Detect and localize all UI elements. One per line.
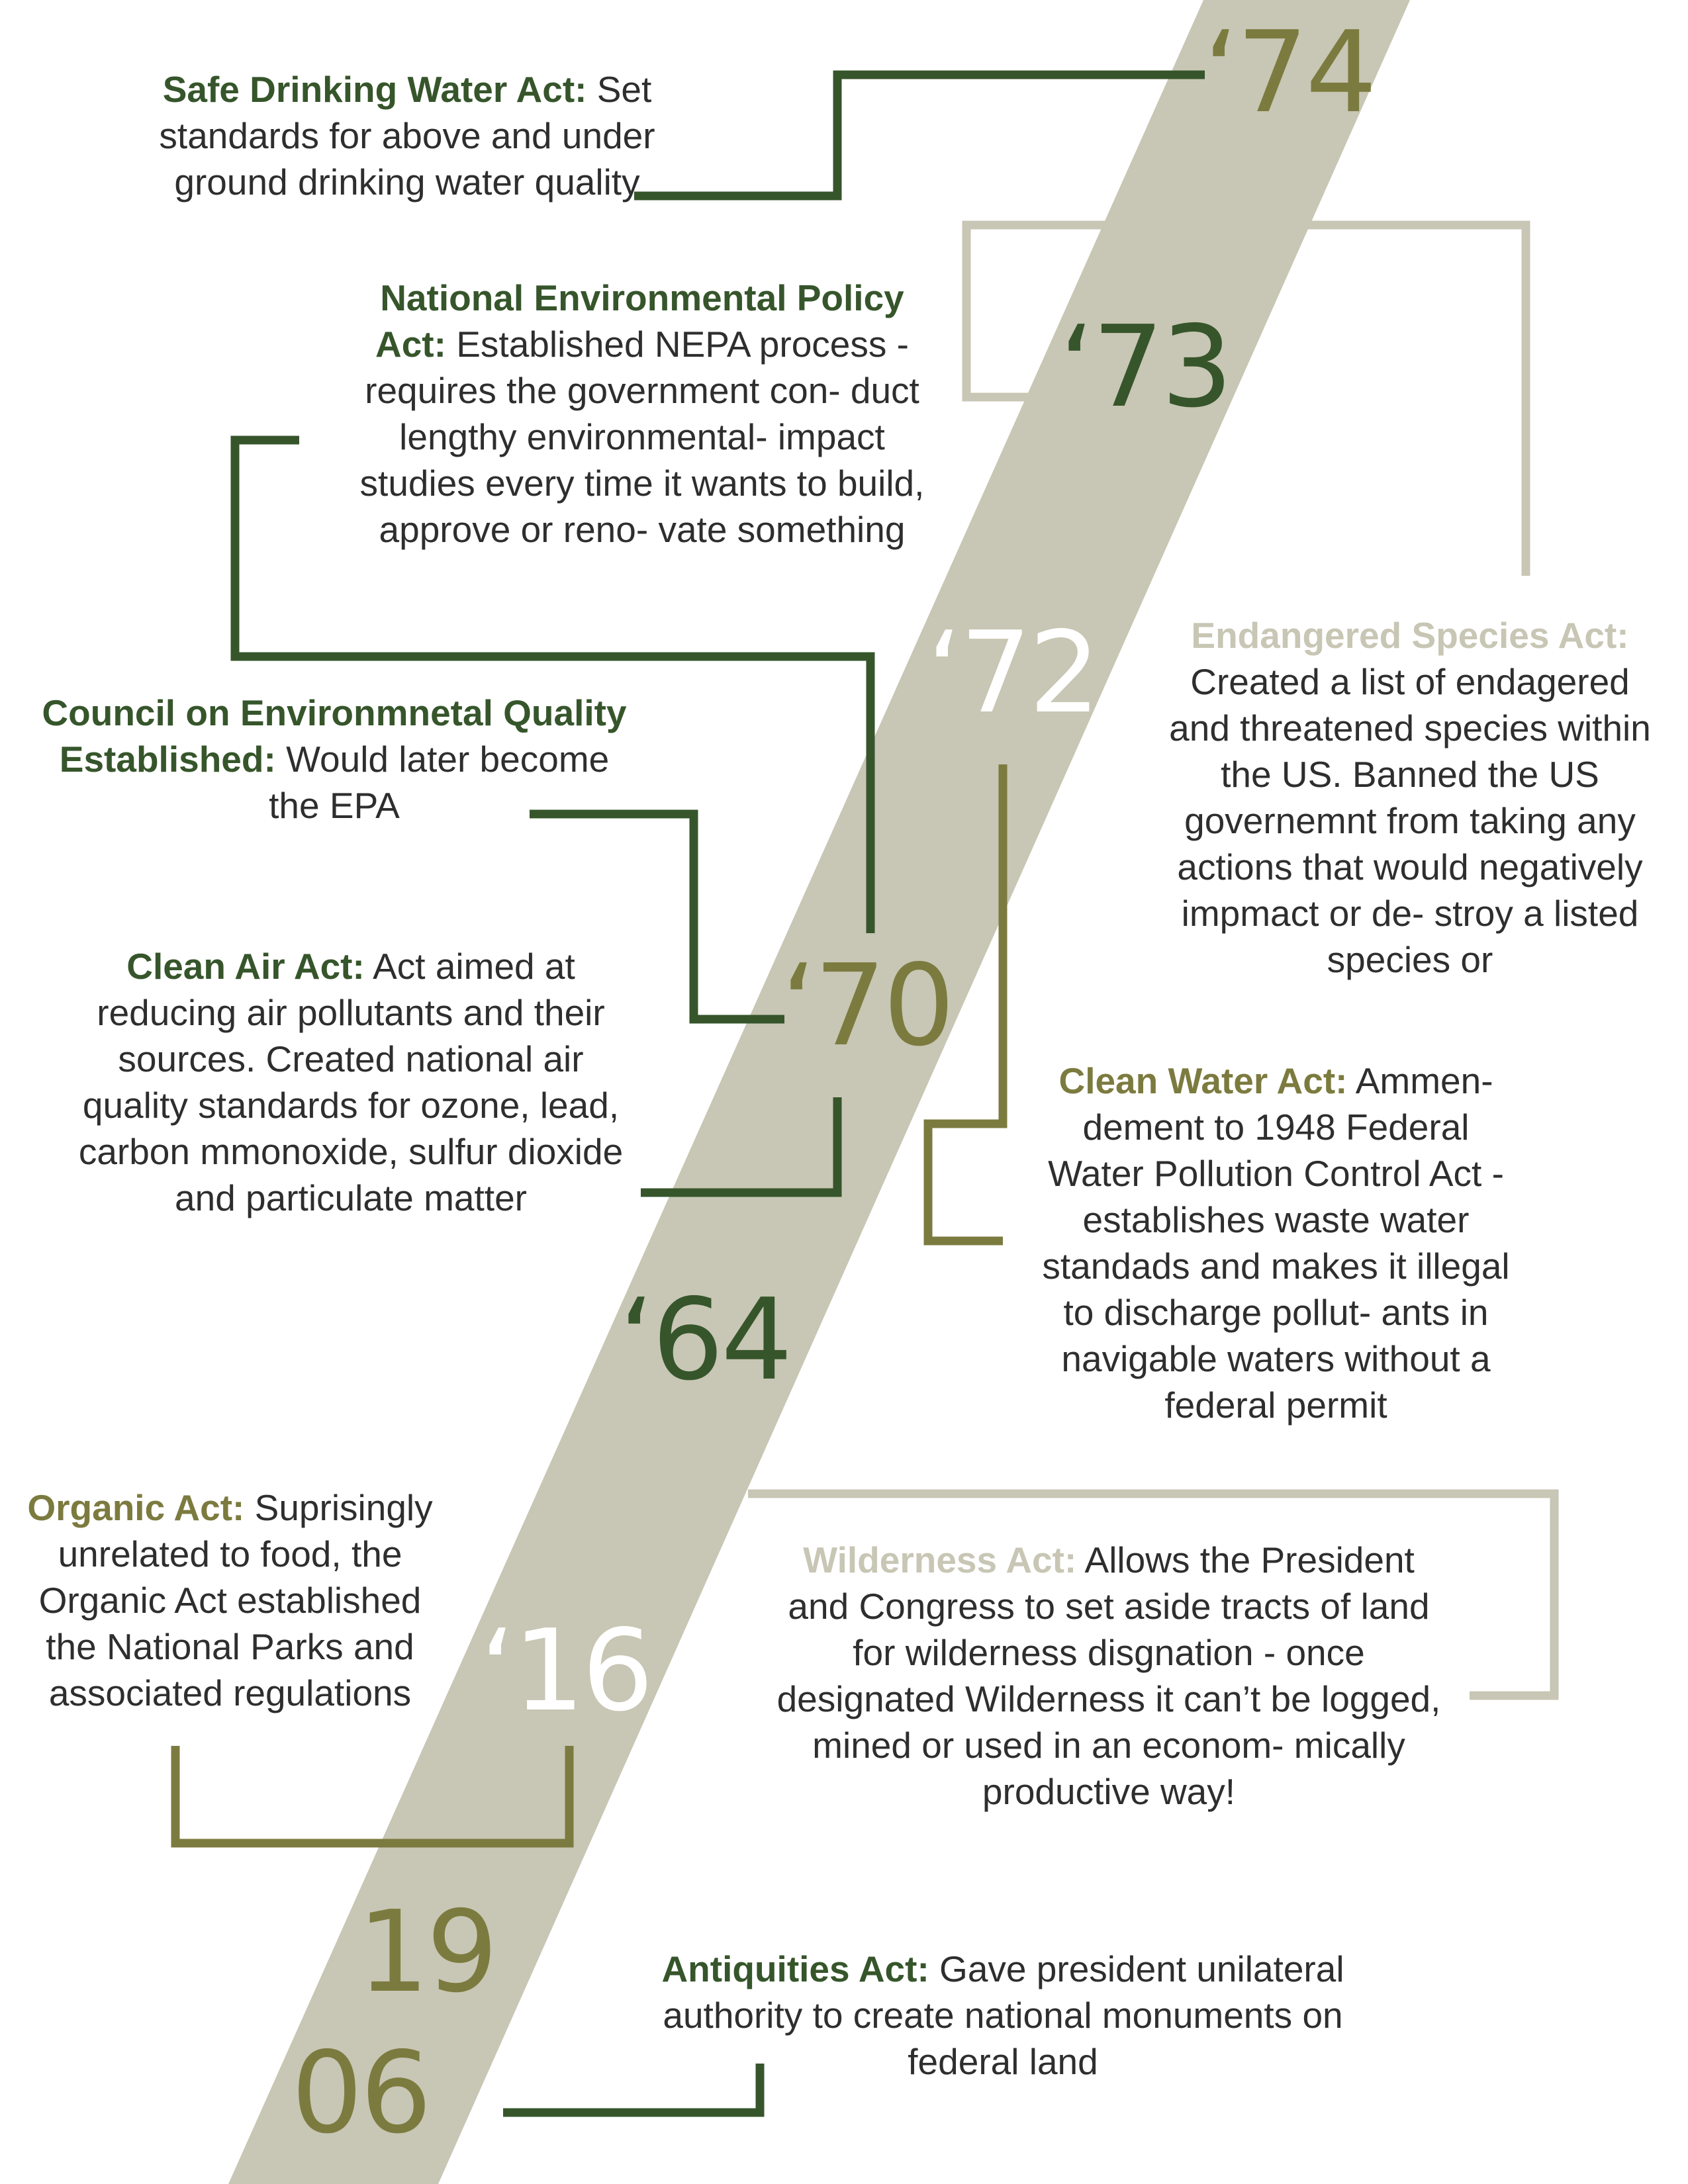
entry-description: Ammen- dement to 1948 Federal Water Poll… (1042, 1060, 1510, 1426)
entry-description: Allows the President and Congress to set… (776, 1539, 1441, 1812)
entry-council-environmental-quality: Council on Environmnetal Quality Establi… (36, 690, 632, 829)
entry-description: Gave president unilateral authority to c… (663, 1948, 1344, 2082)
entry-nepa: National Environmental Policy Act: Estab… (348, 275, 937, 553)
connector-antiquities (503, 2064, 765, 2117)
entry-title: Council on Environmnetal Quality Establi… (42, 692, 627, 780)
entry-description: Act aimed at reducing air pollutants and… (78, 946, 624, 1218)
entry-title: Organic Act: (27, 1487, 245, 1528)
connector-wilderness (748, 1489, 1559, 1700)
entry-title: Clean Water Act: (1058, 1060, 1348, 1101)
connector-council (530, 809, 784, 1024)
entry-description: Set standards for above and under ground… (159, 69, 655, 203)
connector-safe-drinking-water (634, 70, 1205, 201)
year-1906-century: 19 (357, 1887, 498, 2018)
entry-title: Clean Air Act: (126, 946, 365, 987)
year-1974: ‘74 (1203, 7, 1377, 138)
entry-organic: Organic Act: Suprisingly unrelated to fo… (10, 1484, 450, 1716)
entry-endangered-species: Endangered Species Act: Created a list o… (1162, 612, 1658, 983)
connector-clean-water (923, 764, 1008, 1246)
entry-title: Antiquities Act: (661, 1948, 929, 1989)
entry-description: Created a list of endagered and threaten… (1169, 661, 1651, 980)
timeline-band (228, 0, 1410, 2184)
entry-safe-drinking-water: Safe Drinking Water Act: Set standards f… (113, 66, 702, 205)
entry-title: Wilderness Act: (803, 1539, 1077, 1580)
year-1964: ‘64 (619, 1275, 792, 1406)
entry-clean-water: Clean Water Act: Ammen- dement to 1948 F… (1033, 1058, 1519, 1428)
connector-organic (171, 1746, 574, 1848)
year-1906-decade: 06 (291, 2028, 432, 2159)
entry-antiquities: Antiquities Act: Gave president unilater… (629, 1946, 1377, 2085)
entry-clean-air: Clean Air Act: Act aimed at reducing air… (63, 943, 639, 1221)
entry-description: Would later become the EPA (269, 739, 610, 826)
connector-nepa (230, 435, 875, 933)
entry-title: Endangered Species Act: (1191, 615, 1629, 656)
connector-clean-air (641, 1097, 842, 1197)
year-1973: ‘73 (1059, 302, 1233, 433)
entry-description: Established NEPA process - requires the … (359, 324, 925, 550)
connector-endangered-species (962, 220, 1530, 576)
entry-title: Safe Drinking Water Act: (162, 69, 587, 110)
year-1970: ‘70 (781, 940, 955, 1071)
entry-wilderness: Wilderness Act: Allows the President and… (768, 1537, 1450, 1815)
year-1972: ‘72 (927, 608, 1100, 739)
year-1916: ‘16 (480, 1606, 653, 1737)
entry-title: National Environmental Policy Act: (375, 277, 904, 365)
entry-description: Suprisingly unrelated to food, the Organ… (38, 1487, 433, 1713)
